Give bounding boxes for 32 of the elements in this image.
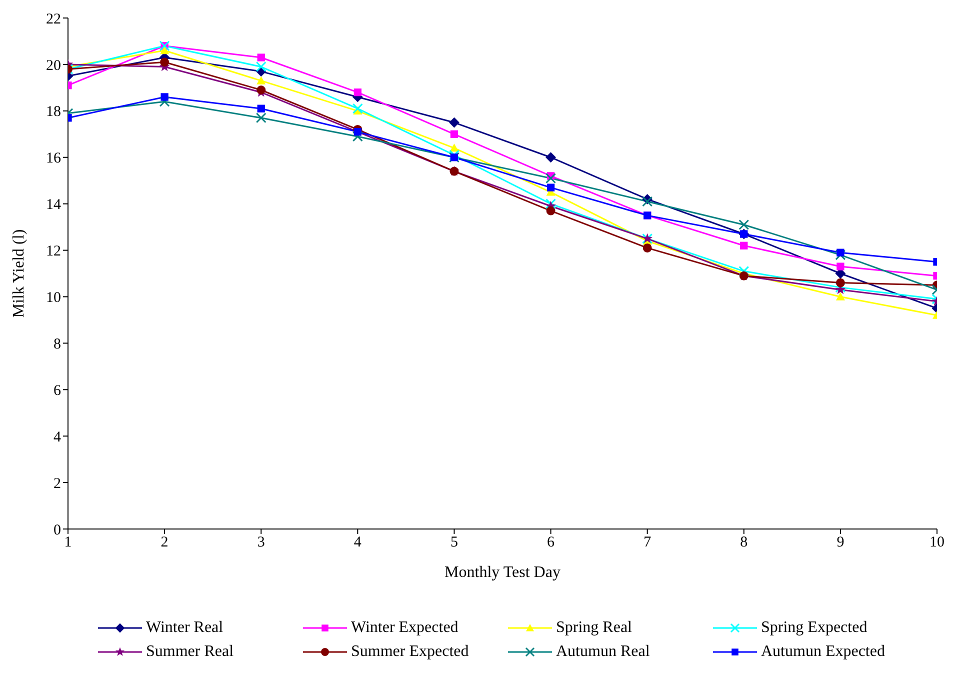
y-tick-label: 2 (54, 476, 61, 492)
x-tick-label: 9 (836, 534, 844, 551)
x-tick-label: 2 (160, 534, 168, 551)
y-tick-label: 22 (46, 11, 61, 28)
legend-label: Summer Expected (351, 643, 469, 661)
y-axis-title: Milk Yield (l) (10, 229, 28, 318)
x-tick-label: 4 (354, 534, 362, 551)
x-tick-label: 6 (547, 534, 556, 551)
y-tick-label: 6 (54, 382, 62, 399)
legend-label: Winter Expected (351, 619, 458, 637)
legend-label: Spring Expected (761, 619, 868, 637)
legend-label: Autumun Real (556, 643, 650, 661)
x-tick-label: 7 (644, 534, 652, 551)
y-tick-label: 0 (54, 522, 61, 538)
legend-label: Spring Real (556, 619, 632, 637)
y-tick-label: 10 (46, 290, 61, 306)
y-tick-label: 8 (54, 336, 61, 353)
y-tick-label: 12 (46, 244, 61, 260)
y-tick-label: 14 (46, 197, 62, 214)
y-tick-label: 20 (46, 58, 61, 74)
x-tick-label: 1 (64, 534, 72, 551)
x-tick-label: 10 (930, 534, 944, 551)
x-tick-label: 3 (257, 534, 265, 551)
x-axis-title: Monthly Test Day (444, 564, 560, 581)
x-tick-label: 8 (740, 534, 748, 551)
legend-label: Autumun Expected (761, 643, 885, 661)
y-tick-label: 16 (46, 150, 62, 167)
y-tick-label: 4 (54, 429, 62, 446)
x-tick-label: 5 (450, 534, 458, 551)
legend-label: Winter Real (146, 619, 224, 637)
legend-label: Summer Real (146, 643, 234, 661)
y-tick-label: 18 (46, 104, 61, 120)
